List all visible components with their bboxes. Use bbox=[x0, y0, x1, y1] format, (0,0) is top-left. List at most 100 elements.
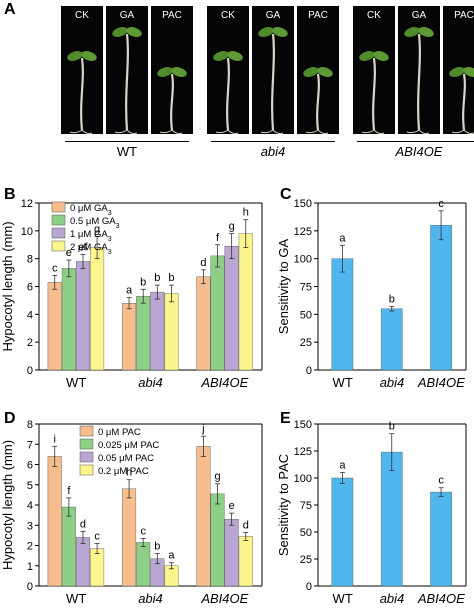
photo-tile-label: CK bbox=[75, 10, 89, 21]
y-tick-label: 4 bbox=[27, 309, 33, 321]
bar bbox=[61, 268, 76, 371]
significance-letter: g bbox=[94, 223, 100, 235]
bar bbox=[122, 488, 137, 587]
significance-letter: h bbox=[243, 207, 249, 219]
significance-letter: a bbox=[339, 460, 346, 472]
y-tick-label: 25 bbox=[300, 554, 312, 566]
bar bbox=[164, 293, 179, 371]
y-tick-label: 25 bbox=[300, 337, 312, 349]
significance-letter: g bbox=[214, 471, 220, 483]
bar bbox=[196, 276, 211, 371]
significance-letter: c bbox=[140, 525, 146, 537]
y-tick-label: 2 bbox=[27, 541, 33, 553]
legend-swatch bbox=[79, 438, 94, 450]
bar bbox=[90, 247, 105, 371]
significance-letter: b bbox=[389, 294, 395, 306]
bar bbox=[75, 537, 90, 587]
significance-letter: f bbox=[216, 232, 220, 244]
seedling-image bbox=[213, 51, 243, 134]
y-tick-label: 0 bbox=[306, 365, 312, 377]
chart-sensitivity-pac: 0 25 50 75 100 125 150 Sensitivity to PAC a WT b ab… bbox=[276, 419, 467, 606]
y-tick-label: 100 bbox=[294, 473, 312, 485]
x-tick-label: ABI4OE bbox=[417, 375, 465, 390]
panel-label-b: B bbox=[4, 186, 16, 203]
significance-letter: a bbox=[168, 550, 175, 562]
y-axis-title: Sensitivity to GA bbox=[276, 238, 291, 334]
y-tick-label: 75 bbox=[300, 282, 312, 294]
photo-group-label: abi4 bbox=[260, 144, 286, 159]
photo-tile-label: CK bbox=[221, 10, 235, 21]
significance-letter: c bbox=[94, 530, 100, 542]
seedling-photo-panel: CK GA PAC CK GA PAC CK GA PAC bbox=[61, 6, 474, 142]
bar bbox=[61, 506, 76, 587]
x-tick-label: abi4 bbox=[380, 375, 405, 390]
y-tick-label: 6 bbox=[27, 460, 33, 472]
seedling-image bbox=[258, 27, 288, 134]
y-tick-label: 4 bbox=[27, 500, 33, 512]
panel-label-e: E bbox=[280, 410, 291, 427]
photo-tile: GA bbox=[252, 6, 294, 134]
significance-letter: e bbox=[229, 500, 235, 512]
significance-letter: j bbox=[201, 423, 204, 435]
legend-label: 2 μM GA3 bbox=[70, 242, 112, 256]
y-tick-label: 0 bbox=[27, 581, 33, 593]
bar bbox=[224, 518, 239, 587]
legend-label: 0 μM PAC bbox=[98, 427, 141, 438]
x-tick-label: ABI4OE bbox=[417, 591, 465, 606]
significance-letter: b bbox=[389, 421, 395, 433]
y-tick-label: 75 bbox=[300, 500, 312, 512]
photo-tile-label: PAC bbox=[454, 10, 474, 21]
y-tick-label: 150 bbox=[294, 198, 312, 210]
panel-label-c: C bbox=[280, 186, 292, 203]
photo-group-line bbox=[65, 141, 189, 142]
significance-letter: h bbox=[126, 467, 132, 479]
x-tick-label: WT bbox=[333, 375, 353, 390]
photo-tile: PAC bbox=[443, 6, 474, 134]
bar bbox=[136, 296, 151, 371]
seedling-image bbox=[67, 51, 97, 134]
y-tick-label: 3 bbox=[27, 520, 33, 532]
seedling-image bbox=[449, 67, 474, 134]
y-tick-label: 125 bbox=[294, 446, 312, 458]
y-tick-label: 150 bbox=[294, 419, 312, 431]
y-tick-label: 8 bbox=[27, 254, 33, 266]
y-tick-label: 5 bbox=[27, 480, 33, 492]
legend-swatch bbox=[51, 240, 66, 252]
bar bbox=[122, 302, 137, 371]
photo-tile: CK bbox=[61, 6, 103, 134]
photo-tile-label: PAC bbox=[308, 10, 328, 21]
y-tick-label: 2 bbox=[27, 337, 33, 349]
bar bbox=[210, 493, 225, 587]
photo-tile: CK bbox=[353, 6, 395, 134]
seedling-image bbox=[404, 27, 434, 134]
y-tick-label: 1 bbox=[27, 561, 33, 573]
significance-letter: b bbox=[154, 541, 160, 553]
y-axis-title: Sensitivity to PAC bbox=[276, 454, 291, 556]
bar bbox=[150, 291, 165, 371]
significance-letter: c bbox=[438, 198, 444, 210]
bar bbox=[136, 542, 151, 587]
photo-tile: CK bbox=[207, 6, 249, 134]
y-tick-label: 100 bbox=[294, 254, 312, 266]
bar bbox=[331, 477, 354, 587]
significance-letter: d bbox=[243, 519, 249, 531]
y-tick-label: 0 bbox=[27, 365, 33, 377]
y-tick-label: 125 bbox=[294, 226, 312, 238]
legend-label: 0.2 μM PAC bbox=[98, 466, 149, 477]
seedling-image bbox=[112, 27, 142, 134]
photo-tile-label: PAC bbox=[162, 10, 182, 21]
legend-swatch bbox=[51, 201, 66, 213]
significance-letter: a bbox=[126, 285, 133, 297]
photo-tile: PAC bbox=[151, 6, 193, 134]
legend-label: 1 μM GA3 bbox=[70, 229, 112, 243]
legend-swatch bbox=[79, 464, 94, 476]
bar bbox=[430, 491, 452, 587]
bar bbox=[380, 451, 403, 587]
seedling-image bbox=[303, 67, 333, 134]
x-tick-label: ABI4OE bbox=[200, 375, 248, 390]
photo-group-label: ABI4OE bbox=[395, 144, 443, 159]
significance-letter: f bbox=[67, 485, 71, 497]
significance-letter: b bbox=[140, 276, 146, 288]
panel-label-d: D bbox=[4, 410, 16, 427]
photo-tile-label: GA bbox=[119, 10, 135, 21]
